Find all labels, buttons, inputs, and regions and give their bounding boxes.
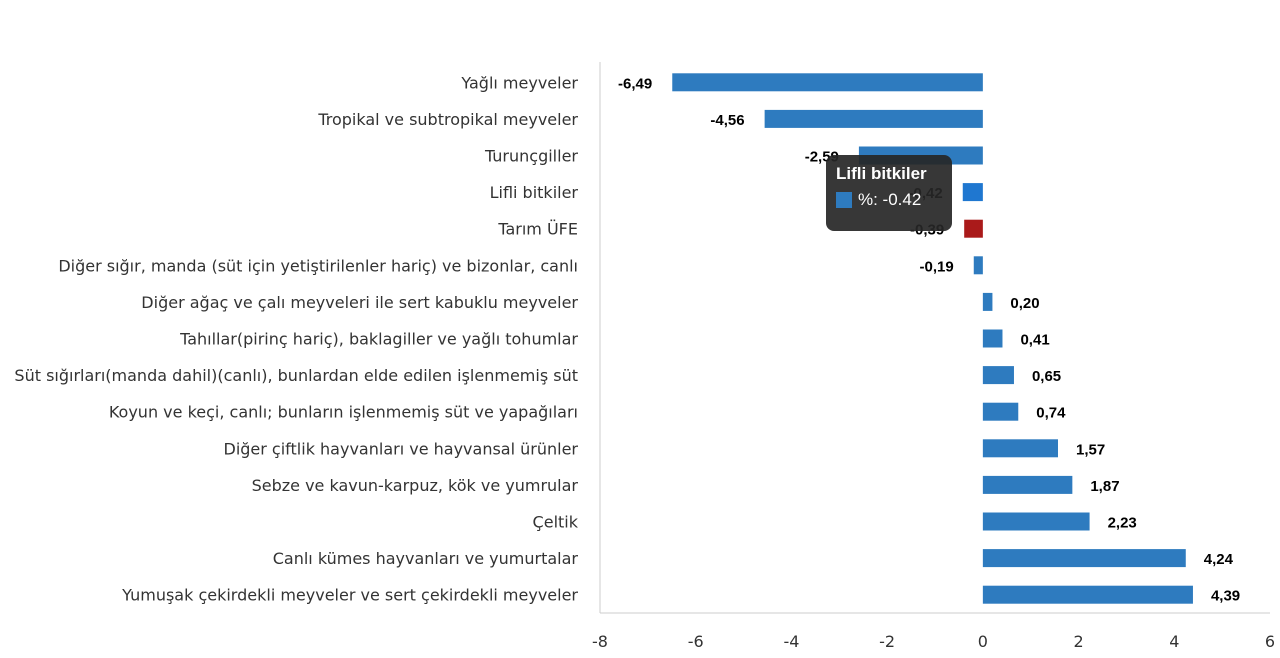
x-tick-label-5: 2 xyxy=(1073,632,1083,651)
bar-6[interactable] xyxy=(982,292,993,311)
category-label-5: Diğer sığır, manda (süt için yetiştirile… xyxy=(58,256,578,275)
x-tick-label-0: -8 xyxy=(592,632,608,651)
data-label-6: 0,20 xyxy=(1010,295,1039,312)
category-label-13: Canlı kümes hayvanları ve yumurtalar xyxy=(273,549,579,568)
bar-10[interactable] xyxy=(982,439,1058,458)
category-label-8: Süt sığırları(manda dahil)(canlı), bunla… xyxy=(14,366,578,385)
data-label-0: -6,49 xyxy=(618,75,652,92)
tooltip: Lifli bitkiler %: -0.42 xyxy=(826,155,952,231)
category-label-2: Turunçgiller xyxy=(484,147,578,166)
x-tick-labels-group: -8 -6 -4 -2 0 2 4 6 xyxy=(592,632,1275,651)
bar-9[interactable] xyxy=(982,402,1019,421)
data-label-13: 4,24 xyxy=(1204,551,1234,568)
bar-13[interactable] xyxy=(982,549,1186,568)
bar-3[interactable] xyxy=(962,183,983,202)
bar-0[interactable] xyxy=(672,73,983,92)
data-label-5: -0,19 xyxy=(920,258,954,275)
category-label-14: Yumuşak çekirdekli meyveler ve sert çeki… xyxy=(121,586,578,605)
x-tick-label-3: -2 xyxy=(879,632,895,651)
category-label-10: Diğer çiftlik hayvanları ve hayvansal ür… xyxy=(224,439,579,458)
data-label-8: 0,65 xyxy=(1032,368,1061,385)
x-tick-label-2: -4 xyxy=(783,632,799,651)
category-label-7: Tahıllar(pirinç hariç), baklagiller ve y… xyxy=(179,330,578,349)
category-label-9: Koyun ve keçi, canlı; bunların işlenmemi… xyxy=(109,403,578,422)
bar-14[interactable] xyxy=(982,585,1193,604)
bar-4[interactable] xyxy=(964,219,983,238)
bar-5[interactable] xyxy=(973,256,983,275)
bar-11[interactable] xyxy=(982,475,1073,494)
bar-12[interactable] xyxy=(982,512,1090,531)
category-label-3: Lifli bitkiler xyxy=(490,183,579,202)
bars-group xyxy=(672,73,1193,604)
x-tick-label-4: 0 xyxy=(978,632,988,651)
tooltip-text: %: -0.42 xyxy=(858,190,922,209)
bar-1[interactable] xyxy=(764,109,983,128)
category-label-11: Sebze ve kavun-karpuz, kök ve yumrular xyxy=(252,476,579,495)
data-label-12: 2,23 xyxy=(1108,515,1137,532)
x-tick-label-1: -6 xyxy=(688,632,704,651)
category-label-0: Yağlı meyveler xyxy=(460,73,578,92)
data-label-14: 4,39 xyxy=(1211,588,1240,605)
category-label-1: Tropikal ve subtropikal meyveler xyxy=(317,110,578,129)
data-label-11: 1,87 xyxy=(1090,478,1119,495)
data-label-9: 0,74 xyxy=(1036,405,1066,422)
x-tick-label-6: 4 xyxy=(1169,632,1179,651)
tooltip-title: Lifli bitkiler xyxy=(836,164,927,183)
data-label-1: -4,56 xyxy=(710,112,744,129)
category-label-12: Çeltik xyxy=(533,513,579,532)
data-label-10: 1,57 xyxy=(1076,441,1105,458)
category-labels-group: Yağlı meyveler Tropikal ve subtropikal me… xyxy=(14,73,578,604)
data-label-7: 0,41 xyxy=(1020,332,1049,349)
bar-8[interactable] xyxy=(982,366,1014,385)
bar-7[interactable] xyxy=(982,329,1003,348)
tooltip-swatch xyxy=(836,192,852,208)
category-label-6: Diğer ağaç ve çalı meyveleri ile sert ka… xyxy=(141,293,578,312)
tooltip-row: %: -0.42 xyxy=(836,190,942,210)
category-label-4: Tarım ÜFE xyxy=(497,220,578,239)
x-tick-label-7: 6 xyxy=(1265,632,1275,651)
